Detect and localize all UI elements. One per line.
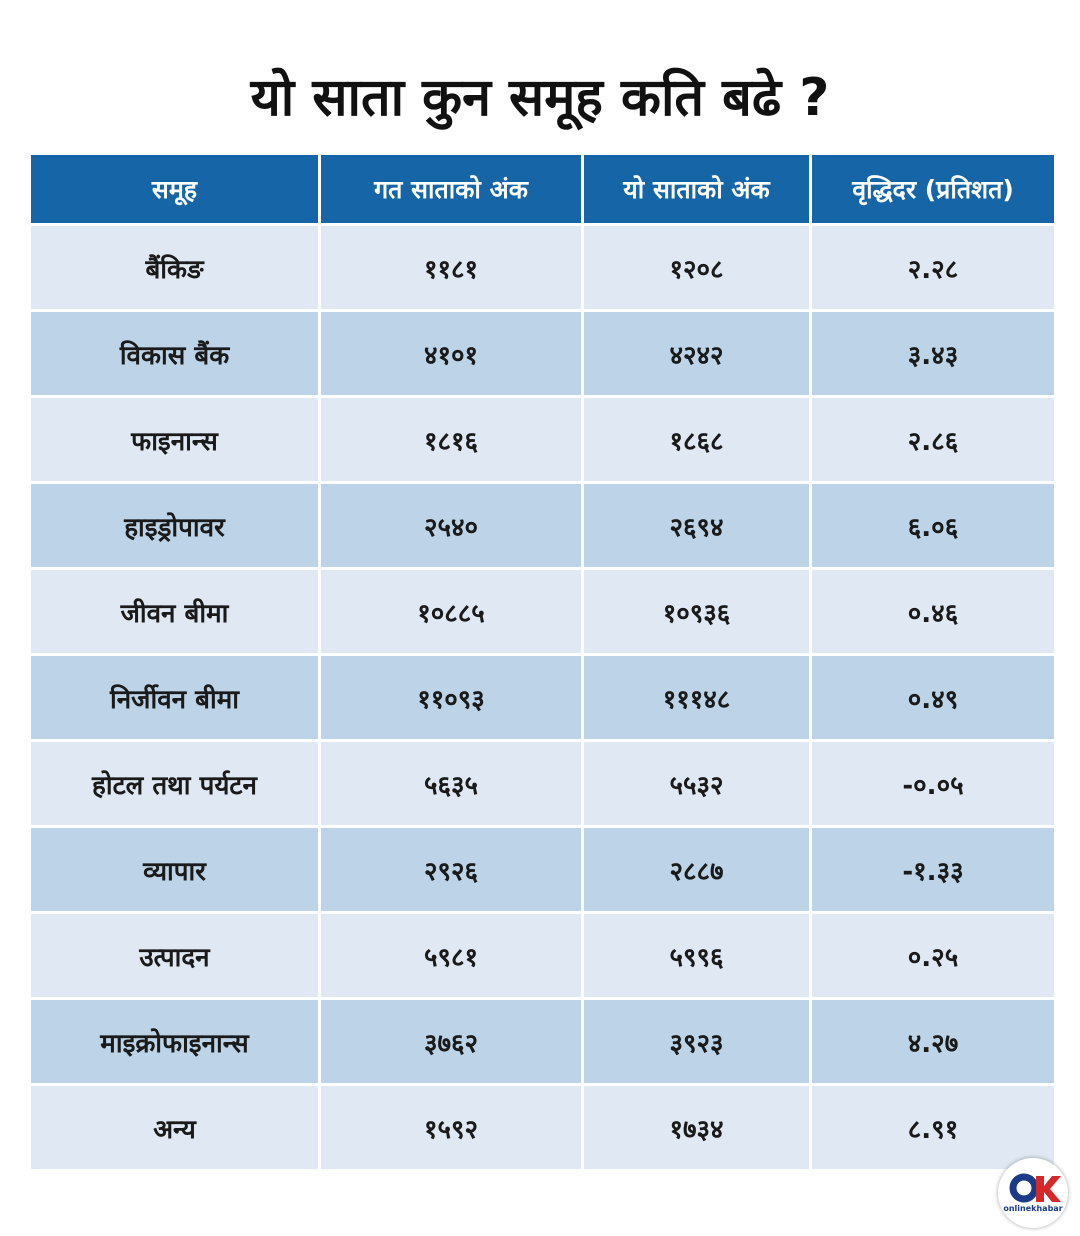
- table-row: बैंकिङ ११८१ १२०८ २.२८: [28, 223, 1057, 312]
- cell-growth: ०.४६: [809, 567, 1057, 656]
- table-row: व्यापार २९२६ २८८७ -१.३३: [28, 825, 1057, 914]
- cell-this-week: ३९२३: [581, 997, 812, 1086]
- cell-last-week: २५४०: [318, 481, 584, 570]
- cell-last-week: १५९२: [318, 1083, 584, 1172]
- cell-group: फाइनान्स: [28, 395, 321, 484]
- cell-this-week: ५५३२: [581, 739, 812, 828]
- cell-group: जीवन बीमा: [28, 567, 321, 656]
- header-this-week: यो साताको अंक: [581, 152, 812, 226]
- growth-table: समूह गत साताको अंक यो साताको अंक वृद्धिद…: [28, 152, 1057, 1172]
- cell-growth: -०.०५: [809, 739, 1057, 828]
- table-row: हाइड्रोपावर २५४० २६९४ ६.०६: [28, 481, 1057, 570]
- table-row: अन्य १५९२ १७३४ ८.९१: [28, 1083, 1057, 1172]
- cell-growth: -१.३३: [809, 825, 1057, 914]
- cell-last-week: ११८१: [318, 223, 584, 312]
- cell-group: होटल तथा पर्यटन: [28, 739, 321, 828]
- cell-group: अन्य: [28, 1083, 321, 1172]
- cell-last-week: ११०९३: [318, 653, 584, 742]
- cell-this-week: २६९४: [581, 481, 812, 570]
- logo-text: onlinekhabar: [1003, 1204, 1063, 1213]
- cell-this-week: १०९३६: [581, 567, 812, 656]
- cell-this-week: १२०८: [581, 223, 812, 312]
- cell-growth: ८.९१: [809, 1083, 1057, 1172]
- cell-growth: ०.२५: [809, 911, 1057, 1000]
- cell-last-week: १८१६: [318, 395, 584, 484]
- cell-last-week: २९२६: [318, 825, 584, 914]
- table-row: जीवन बीमा १०८८५ १०९३६ ०.४६: [28, 567, 1057, 656]
- header-group: समूह: [28, 152, 321, 226]
- cell-group: माइक्रोफाइनान्स: [28, 997, 321, 1086]
- onlinekhabar-logo: onlinekhabar: [998, 1158, 1068, 1228]
- cell-growth: ६.०६: [809, 481, 1057, 570]
- cell-last-week: ३७६२: [318, 997, 584, 1086]
- cell-this-week: १११४८: [581, 653, 812, 742]
- table-header-row: समूह गत साताको अंक यो साताको अंक वृद्धिद…: [28, 152, 1057, 226]
- cell-this-week: १८६८: [581, 395, 812, 484]
- cell-group: उत्पादन: [28, 911, 321, 1000]
- cell-last-week: ५९८१: [318, 911, 584, 1000]
- table-row: उत्पादन ५९८१ ५९९६ ०.२५: [28, 911, 1057, 1000]
- cell-group: विकास बैंक: [28, 309, 321, 398]
- cell-last-week: १०८८५: [318, 567, 584, 656]
- table-row: माइक्रोफाइनान्स ३७६२ ३९२३ ४.२७: [28, 997, 1057, 1086]
- header-growth-rate: वृद्धिदर (प्रतिशत): [809, 152, 1057, 226]
- cell-growth: २.८६: [809, 395, 1057, 484]
- cell-growth: ४.२७: [809, 997, 1057, 1086]
- cell-this-week: १७३४: [581, 1083, 812, 1172]
- cell-this-week: ५९९६: [581, 911, 812, 1000]
- table-row: होटल तथा पर्यटन ५६३५ ५५३२ -०.०५: [28, 739, 1057, 828]
- cell-last-week: ५६३५: [318, 739, 584, 828]
- header-last-week: गत साताको अंक: [318, 152, 584, 226]
- cell-group: बैंकिङ: [28, 223, 321, 312]
- cell-this-week: २८८७: [581, 825, 812, 914]
- table-row: विकास बैंक ४१०१ ४२४२ ३.४३: [28, 309, 1057, 398]
- cell-growth: ३.४३: [809, 309, 1057, 398]
- cell-group: हाइड्रोपावर: [28, 481, 321, 570]
- cell-growth: २.२८: [809, 223, 1057, 312]
- page-title: यो साता कुन समूह कति बढे ?: [250, 68, 830, 128]
- cell-group: निर्जीवन बीमा: [28, 653, 321, 742]
- cell-growth: ०.४९: [809, 653, 1057, 742]
- cell-this-week: ४२४२: [581, 309, 812, 398]
- cell-last-week: ४१०१: [318, 309, 584, 398]
- cell-group: व्यापार: [28, 825, 321, 914]
- ok-logo-icon: [1009, 1173, 1061, 1203]
- table-row: निर्जीवन बीमा ११०९३ १११४८ ०.४९: [28, 653, 1057, 742]
- table-row: फाइनान्स १८१६ १८६८ २.८६: [28, 395, 1057, 484]
